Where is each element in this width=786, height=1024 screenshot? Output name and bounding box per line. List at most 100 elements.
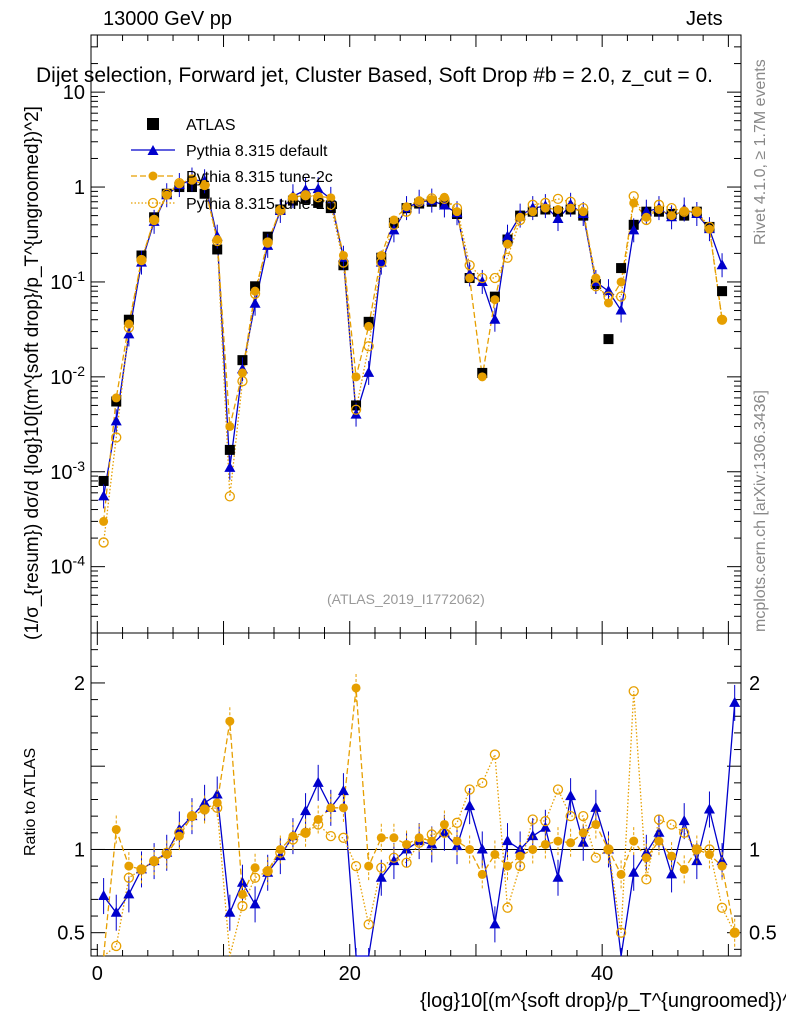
tune-2c-point [616, 277, 626, 287]
ratio-tune-2c-point [553, 836, 563, 846]
ratio-y-tick-label-right: 2 [749, 673, 760, 695]
ratio-tune-2m-point [401, 857, 412, 868]
ratio-tune-2m-point [300, 827, 311, 838]
default-point [502, 230, 514, 241]
tune-2c-point [540, 203, 550, 213]
default-point [98, 490, 110, 501]
series-line-tune-2c [102, 178, 723, 522]
ratio-tune-2m-point [111, 940, 122, 952]
tune-2c-point [263, 238, 273, 248]
tune-2c-point [641, 212, 651, 222]
atlas-point [224, 444, 235, 455]
ratio-tune-2m-point [451, 817, 463, 828]
tune-2m-point [653, 199, 665, 210]
default-point [552, 213, 564, 224]
ratio-tune-2m-point [123, 872, 135, 883]
ratio-tune-2c-point [490, 849, 500, 859]
tune-2m-point [679, 206, 690, 217]
legend-label: Pythia 8.315 tune-2c [186, 169, 333, 186]
tune-2c-point [465, 273, 475, 283]
default-point [476, 275, 488, 286]
ratio-tune-2c-point [174, 831, 184, 841]
ratio-tune-2m-point [325, 830, 336, 842]
atlas-point [199, 188, 210, 199]
ratio-tune-2c-point [326, 803, 336, 813]
tune-2c-point [553, 204, 563, 214]
default-point [640, 205, 652, 216]
ratio-tune-2m-point [489, 749, 501, 760]
ratio-tune-2c-point [301, 828, 311, 838]
series-layer [98, 167, 728, 548]
ratio-default-point [666, 868, 678, 879]
ratio-tune-2m-point [275, 847, 286, 858]
ratio-default-point [502, 835, 514, 846]
ratio-default-point [224, 906, 236, 917]
y-tick-label: 10-1 [50, 268, 85, 294]
ratio-tune-2c-point [717, 861, 727, 871]
ratio-tune-2m-point [212, 802, 223, 813]
ratio-tune-2m-point [136, 864, 147, 875]
tune-2m-point [313, 192, 324, 203]
ratio-tune-2m-point [615, 927, 627, 938]
ratio-tune-2m-point [691, 844, 702, 855]
ratio-tune-2m-point [502, 902, 513, 913]
tune-2c-point [692, 207, 702, 217]
ratio-tune-2c-point [629, 836, 639, 846]
ratio-tune-2c-point [263, 866, 273, 876]
default-point [628, 224, 640, 235]
atlas-point [98, 475, 109, 486]
ratio-tune-2c-point [237, 889, 247, 899]
tune-2m-point [376, 257, 387, 268]
tune-2m-point [464, 260, 475, 271]
ratio-tune-2c-point [136, 864, 146, 874]
tune-2c-point [124, 319, 134, 329]
legend-marker-default [147, 145, 159, 155]
tune-2m-point [502, 252, 513, 263]
tune-2m-point [123, 322, 135, 333]
y-tick-label: 1 [74, 177, 85, 199]
tune-2c-point [301, 190, 311, 200]
ratio-tune-2m-point [426, 829, 437, 840]
ratio-tune-2c-point [616, 869, 626, 879]
legend-marker-atlas [147, 118, 159, 130]
ratio-tune-2m-point [578, 810, 589, 822]
y-tick-label: 10 [63, 82, 85, 104]
ratio-default-point [653, 826, 665, 837]
ratio-tune-2c-point [654, 836, 664, 846]
header-left-label: 13000 GeV pp [103, 8, 232, 30]
tune-2m-point [388, 219, 400, 230]
plot-title: Dijet selection, Forward jet, Cluster Ba… [36, 64, 713, 87]
mcplots-label: mcplots.cern.ch [arXiv:1306.3436] [752, 390, 769, 632]
ratio-axis-label: Ratio to ATLAS [22, 747, 39, 856]
ratio-default-point [110, 906, 122, 917]
tune-2c-point [503, 239, 513, 249]
ratio-tune-2m-point [199, 804, 210, 815]
tune-2c-point [452, 207, 462, 217]
tune-2m-point [489, 272, 501, 284]
tune-2m-point [704, 221, 715, 233]
y-tick-label: 10-3 [50, 458, 85, 484]
tune-2m-point [578, 202, 589, 214]
analysis-label: (ATLAS_2019_I1772062) [327, 591, 485, 607]
ratio-tune-2c-point [591, 819, 601, 829]
ratio-tune-2m-point [704, 844, 715, 855]
ratio-tune-2m-point [338, 832, 349, 843]
default-point [249, 297, 261, 308]
tune-2m-point [691, 206, 702, 217]
ratio-tune-2m-point [540, 815, 551, 827]
ratio-default-point [476, 843, 488, 854]
tune-2m-point [186, 174, 198, 185]
ratio-tune-2m-point [174, 827, 185, 838]
tune-2m-point [426, 193, 437, 204]
default-point [224, 461, 236, 472]
default-point [123, 328, 135, 339]
ratio-y-tick-label: 0.5 [57, 923, 85, 945]
ratio-tune-2m-point [565, 810, 576, 822]
tune-2m-point [212, 235, 223, 247]
ratio-tune-2c-point [692, 844, 702, 854]
atlas-point [313, 197, 324, 208]
tune-2c-point [515, 212, 525, 222]
ratio-tune-2m-point [414, 837, 425, 848]
y-axis-label: (1/σ_{resum}) dσ/d {log}10[(m^{soft drop… [22, 106, 43, 640]
